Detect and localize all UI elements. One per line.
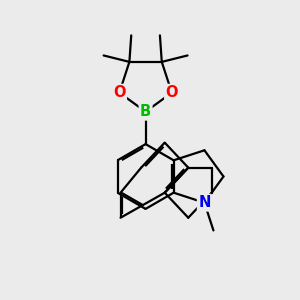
- Text: N: N: [198, 195, 211, 210]
- Text: B: B: [140, 104, 151, 119]
- Text: O: O: [166, 85, 178, 100]
- Text: O: O: [113, 85, 126, 100]
